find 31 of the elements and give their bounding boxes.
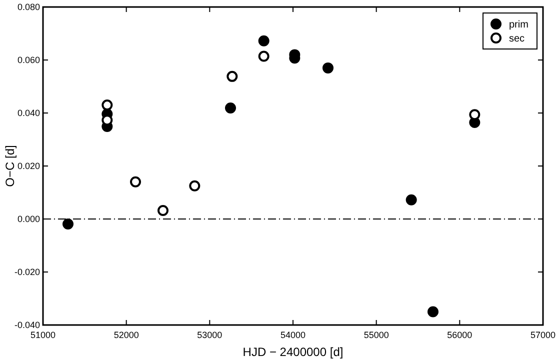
y-tick-label: 0.080 (17, 2, 40, 12)
y-axis-title: O−C [d] (3, 145, 18, 187)
x-tick-label: 52000 (114, 330, 139, 340)
point (158, 205, 168, 216)
y-tick-label: -0.020 (14, 267, 40, 278)
point (406, 194, 417, 206)
y-tick-label: -0.040 (14, 320, 40, 330)
x-tick-label: 55000 (364, 330, 389, 340)
point (469, 109, 480, 120)
point (258, 35, 270, 46)
x-tick-label: 56000 (447, 330, 472, 340)
point (102, 100, 113, 111)
x-tick-label: 54000 (280, 330, 306, 340)
x-axis-title: HJD − 2400000 [d] (242, 345, 344, 359)
legend-label: prim (509, 20, 528, 30)
x-tick-label: 53000 (197, 330, 222, 340)
point (62, 218, 74, 230)
y-tick-label: 0.020 (17, 161, 40, 172)
legend-label: sec (509, 34, 525, 44)
point (225, 102, 236, 114)
x-tick-label: 51000 (30, 330, 56, 340)
point (130, 176, 141, 188)
y-tick-label: 0.000 (17, 214, 40, 224)
y-tick-label: 0.040 (17, 108, 40, 118)
point (226, 70, 238, 82)
y-tick-label: 0.060 (17, 55, 40, 66)
point (322, 62, 334, 74)
point (258, 50, 270, 62)
x-tick-label: 57000 (530, 330, 556, 340)
point (428, 306, 438, 318)
point (189, 180, 200, 192)
